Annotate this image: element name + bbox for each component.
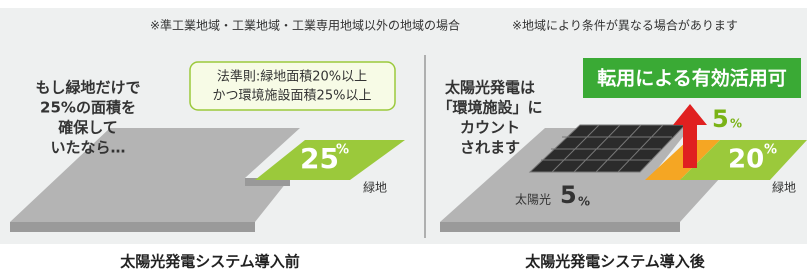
unit: % — [336, 143, 349, 158]
solar-label: 太陽光 — [515, 192, 551, 207]
caption: 太陽光発電システム導入前 — [120, 253, 300, 270]
rule: かつ環境施設面積25%以上 — [213, 88, 372, 104]
infographic: ※準工業地域・工業地域・工業専用地域以外の地域の場合 ※地域により条件が異なる場… — [0, 0, 807, 270]
lead: カウント — [460, 119, 520, 137]
unit: % — [764, 143, 777, 158]
green-value: 25 — [300, 142, 339, 175]
lead: されます — [460, 139, 520, 157]
rule: 法準則:緑地面積20%以上 — [217, 69, 367, 85]
unit: % — [578, 195, 590, 209]
lead: 25%の面積を — [40, 99, 136, 117]
note: ※地域により条件が異なる場合があります — [512, 18, 738, 33]
note: ※準工業地域・工業地域・工業専用地域以外の地域の場合 — [150, 18, 460, 33]
banner-text: 転用による有効活用可 — [597, 67, 786, 90]
slab-side — [10, 222, 255, 232]
lead: いたなら… — [50, 139, 125, 157]
lead: もし緑地だけで — [35, 79, 140, 97]
green-label: 緑地 — [772, 180, 796, 195]
caption: 太陽光発電システム導入後 — [525, 253, 706, 270]
unit: % — [730, 117, 742, 131]
lead: 太陽光発電は — [445, 79, 535, 97]
slab-side — [440, 222, 680, 232]
solar-value: 5 — [560, 181, 577, 209]
orange-value: 5 — [712, 105, 729, 133]
lead: 「環境施設」に — [437, 99, 542, 117]
green-value: 20 — [728, 145, 764, 175]
green-label: 緑地 — [363, 180, 387, 195]
lead: 確保して — [57, 119, 118, 137]
